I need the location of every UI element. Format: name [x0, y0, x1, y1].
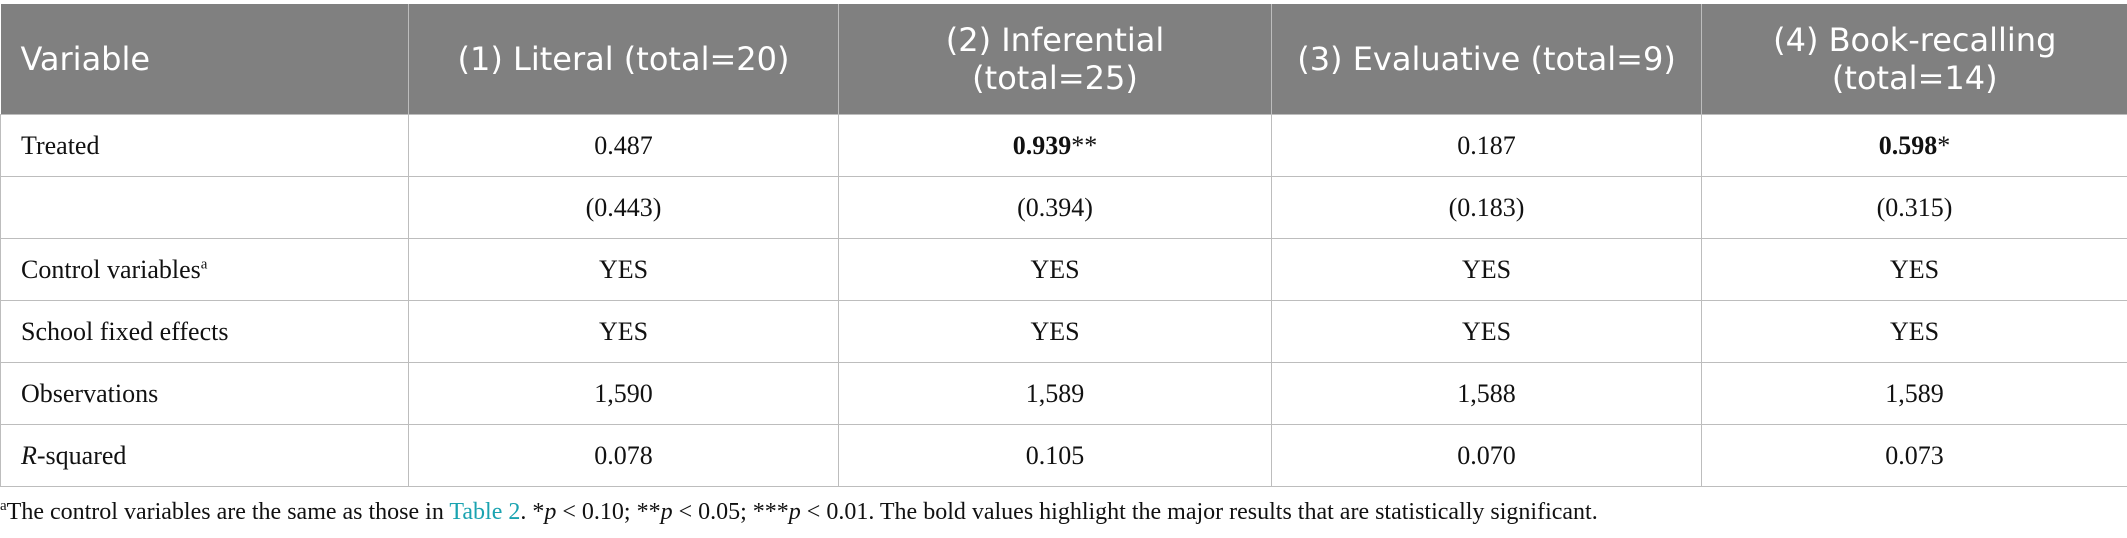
table-cell: YES	[1701, 238, 2127, 301]
row-label: School fixed effects	[0, 300, 409, 363]
table-row: Control variablesa YES YES YES YES	[0, 238, 2127, 301]
row-label: R-squared	[0, 424, 409, 487]
table-cell: 0.598*	[1701, 114, 2127, 177]
footnote-p: p	[788, 499, 801, 525]
label-text: Control variables	[21, 254, 201, 284]
table-cell: 0.105	[838, 424, 1272, 487]
header-row: Variable (1) Literal (total=20) (2) Infere…	[0, 4, 2127, 115]
label-text: -squared	[36, 440, 127, 470]
table-cell: YES	[838, 300, 1272, 363]
header-cell: (3) Evaluative (total=9)	[1271, 4, 1702, 115]
table-cell: 0.939**	[838, 114, 1272, 177]
table-cell: 0.187	[1271, 114, 1702, 177]
header-cell: (2) Inferential (total=25)	[838, 4, 1272, 115]
header-cell: (1) Literal (total=20)	[408, 4, 839, 115]
table-cell: YES	[408, 300, 839, 363]
table-row: Treated 0.487 0.939** 0.187 0.598*	[0, 114, 2127, 177]
table-row: (0.443) (0.394) (0.183) (0.315)	[0, 176, 2127, 239]
row-label: Treated	[0, 114, 409, 177]
footnote-p: p	[544, 499, 557, 525]
footnote-p: p	[660, 499, 673, 525]
label-text: Observations	[21, 378, 159, 408]
footnote-text: < 0.01. The bold values highlight the ma…	[800, 499, 1598, 525]
footnote-text: < 0.10; **	[556, 499, 661, 525]
header-cell: (4) Book-recalling (total=14)	[1701, 4, 2127, 115]
label-italic: R	[21, 440, 37, 470]
label-note: a	[200, 255, 208, 272]
bold-value: 0.598	[1878, 130, 1938, 160]
table-cell: 0.073	[1701, 424, 2127, 487]
table-row: School fixed effects YES YES YES YES	[0, 300, 2127, 363]
significance-stars: *	[1937, 130, 1951, 160]
table-row: Observations 1,590 1,589 1,588 1,589	[0, 362, 2127, 425]
footnote-text: . *	[520, 499, 545, 525]
label-text: Treated	[21, 130, 100, 160]
row-label: Control variablesa	[0, 238, 409, 301]
label-text: School fixed effects	[21, 316, 229, 346]
header-cell: Variable	[0, 4, 409, 115]
table-cell: 1,589	[1701, 362, 2127, 425]
row-label: Observations	[0, 362, 409, 425]
table-cell: YES	[1271, 300, 1702, 363]
table-cell: YES	[1701, 300, 2127, 363]
table-cell: (0.443)	[408, 176, 839, 239]
footnote-marker: a	[0, 498, 7, 514]
table-cell: 0.070	[1271, 424, 1702, 487]
footnote: aThe control variables are the same as t…	[0, 498, 1598, 526]
row-label	[0, 176, 409, 239]
bold-value: 0.939	[1012, 130, 1072, 160]
footnote-text: < 0.05; ***	[672, 499, 789, 525]
table-cell: YES	[838, 238, 1272, 301]
table-cell: 1,589	[838, 362, 1272, 425]
table-cell: (0.394)	[838, 176, 1272, 239]
table-cell: YES	[408, 238, 839, 301]
significance-stars: **	[1071, 130, 1098, 160]
table-cell: (0.183)	[1271, 176, 1702, 239]
table-link[interactable]: Table 2	[449, 499, 521, 525]
table-cell: YES	[1271, 238, 1702, 301]
table-cell: 1,590	[408, 362, 839, 425]
table-cell: 0.078	[408, 424, 839, 487]
table-cell: 1,588	[1271, 362, 1702, 425]
table-cell: (0.315)	[1701, 176, 2127, 239]
table-row: R-squared 0.078 0.105 0.070 0.073	[0, 424, 2127, 487]
footnote-text: The control variables are the same as th…	[6, 499, 450, 525]
table-cell: 0.487	[408, 114, 839, 177]
results-table: Variable (1) Literal (total=20) (2) Infere…	[0, 4, 2127, 487]
